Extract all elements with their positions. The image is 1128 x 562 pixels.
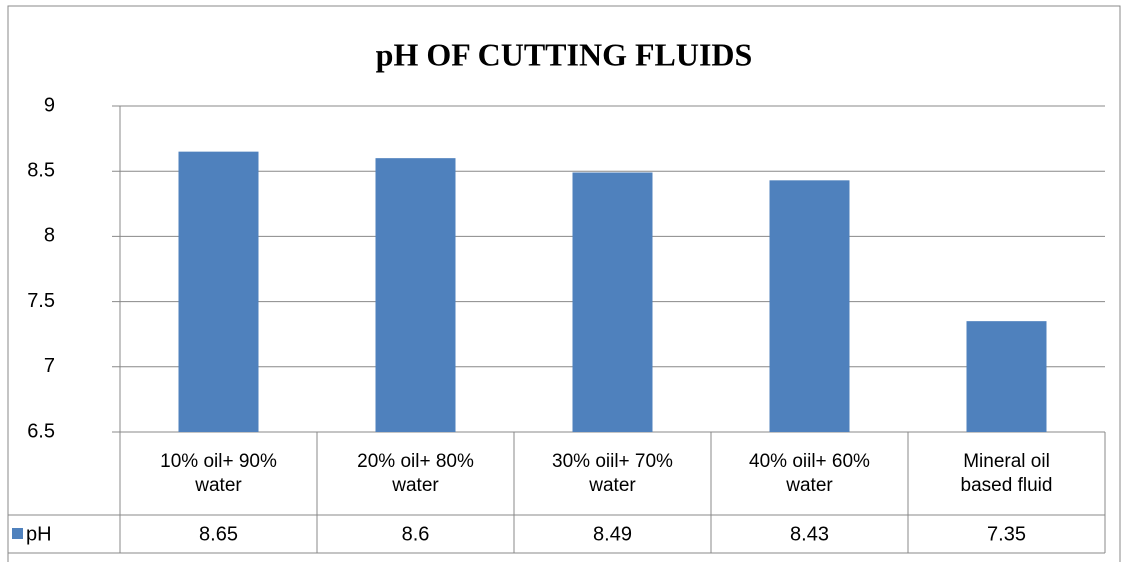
y-tick-label: 8	[44, 225, 55, 247]
table-value: 8.6	[402, 523, 430, 545]
y-tick-label: 6.5	[27, 420, 55, 442]
table-value: 7.35	[987, 523, 1026, 545]
y-tick-label: 7	[44, 355, 55, 377]
bar	[769, 180, 850, 432]
legend-swatch	[12, 528, 23, 539]
table-value: 8.43	[790, 523, 829, 545]
x-tick-text: Mineral oil based fluid	[960, 450, 1053, 496]
table-value: 8.49	[593, 523, 632, 545]
table-value: 8.65	[199, 523, 238, 545]
bar	[966, 321, 1047, 432]
bar	[375, 158, 456, 432]
x-tick-label: Mineral oil based fluid	[908, 432, 1105, 515]
x-tick-text: 40% oiil+ 60% water	[749, 450, 870, 496]
x-tick-label: 10% oil+ 90% water	[120, 432, 317, 515]
x-tick-label: 30% oiil+ 70% water	[514, 432, 711, 515]
chart-border	[7, 5, 1121, 562]
x-tick-text: 10% oil+ 90% water	[160, 450, 277, 496]
bar	[178, 151, 259, 432]
bar	[572, 172, 653, 432]
x-tick-label: 40% oiil+ 60% water	[711, 432, 908, 515]
y-tick-label: 8.5	[27, 159, 55, 181]
y-tick-label: 9	[44, 94, 55, 116]
y-tick-label: 7.5	[27, 290, 55, 312]
x-tick-text: 30% oiil+ 70% water	[552, 450, 673, 496]
x-tick-label: 20% oil+ 80% water	[317, 432, 514, 515]
chart-title: pH OF CUTTING FLUIDS	[376, 36, 753, 72]
x-tick-text: 20% oil+ 80% water	[357, 450, 474, 496]
legend-label: pH	[26, 523, 52, 545]
